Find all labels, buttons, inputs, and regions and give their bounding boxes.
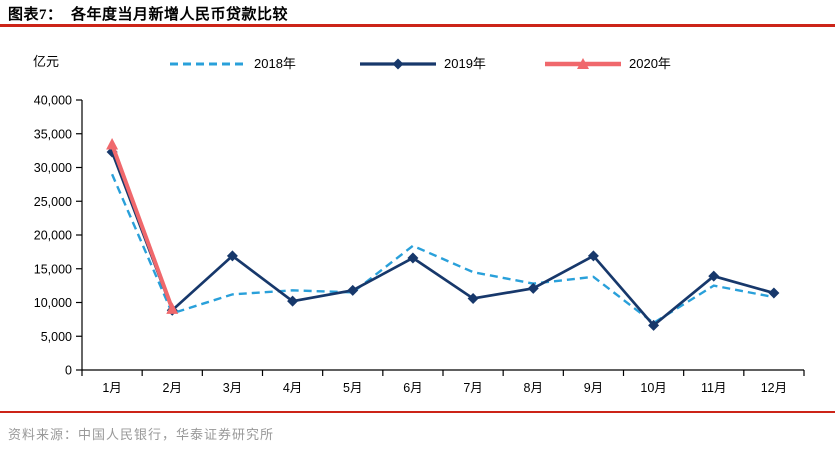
legend-label-2020: 2020年 bbox=[629, 56, 671, 71]
svg-text:15,000: 15,000 bbox=[34, 262, 72, 276]
svg-text:3月: 3月 bbox=[223, 381, 242, 395]
svg-text:10,000: 10,000 bbox=[34, 296, 72, 310]
svg-text:25,000: 25,000 bbox=[34, 195, 72, 209]
svg-text:0: 0 bbox=[65, 364, 72, 378]
legend-dashed-line-icon bbox=[170, 62, 246, 66]
svg-text:5,000: 5,000 bbox=[41, 330, 72, 344]
svg-text:30,000: 30,000 bbox=[34, 161, 72, 175]
svg-text:40,000: 40,000 bbox=[34, 94, 72, 108]
svg-text:1月: 1月 bbox=[102, 381, 121, 395]
svg-text:6月: 6月 bbox=[403, 381, 422, 395]
svg-text:7月: 7月 bbox=[463, 381, 482, 395]
svg-text:2月: 2月 bbox=[163, 381, 182, 395]
svg-text:20,000: 20,000 bbox=[34, 229, 72, 243]
svg-text:5月: 5月 bbox=[343, 381, 362, 395]
svg-text:8月: 8月 bbox=[524, 381, 543, 395]
legend-label-2018: 2018年 bbox=[254, 56, 296, 71]
title-underline bbox=[0, 24, 835, 27]
svg-text:12月: 12月 bbox=[761, 381, 787, 395]
source-note: 资料来源：中国人民银行，华泰证券研究所 bbox=[8, 427, 275, 442]
chart-legend: 2018年 2019年 2020年 bbox=[0, 56, 835, 72]
footer-rule bbox=[0, 411, 835, 413]
legend-label-2019: 2019年 bbox=[444, 56, 486, 71]
svg-text:9月: 9月 bbox=[584, 381, 603, 395]
chart-title: 图表7： 各年度当月新增人民币贷款比较 bbox=[8, 7, 289, 23]
svg-text:11月: 11月 bbox=[701, 381, 726, 395]
y-axis-unit-label: 亿元 bbox=[33, 54, 60, 69]
svg-text:35,000: 35,000 bbox=[34, 127, 72, 141]
legend-diamond-line-icon bbox=[360, 58, 436, 70]
legend-item-2020: 2020年 bbox=[543, 56, 671, 72]
legend-item-2019: 2019年 bbox=[358, 56, 486, 72]
legend-triangle-line-icon bbox=[545, 58, 621, 69]
legend-item-2018: 2018年 bbox=[168, 56, 296, 72]
svg-text:4月: 4月 bbox=[283, 381, 302, 395]
svg-text:10月: 10月 bbox=[640, 381, 666, 395]
